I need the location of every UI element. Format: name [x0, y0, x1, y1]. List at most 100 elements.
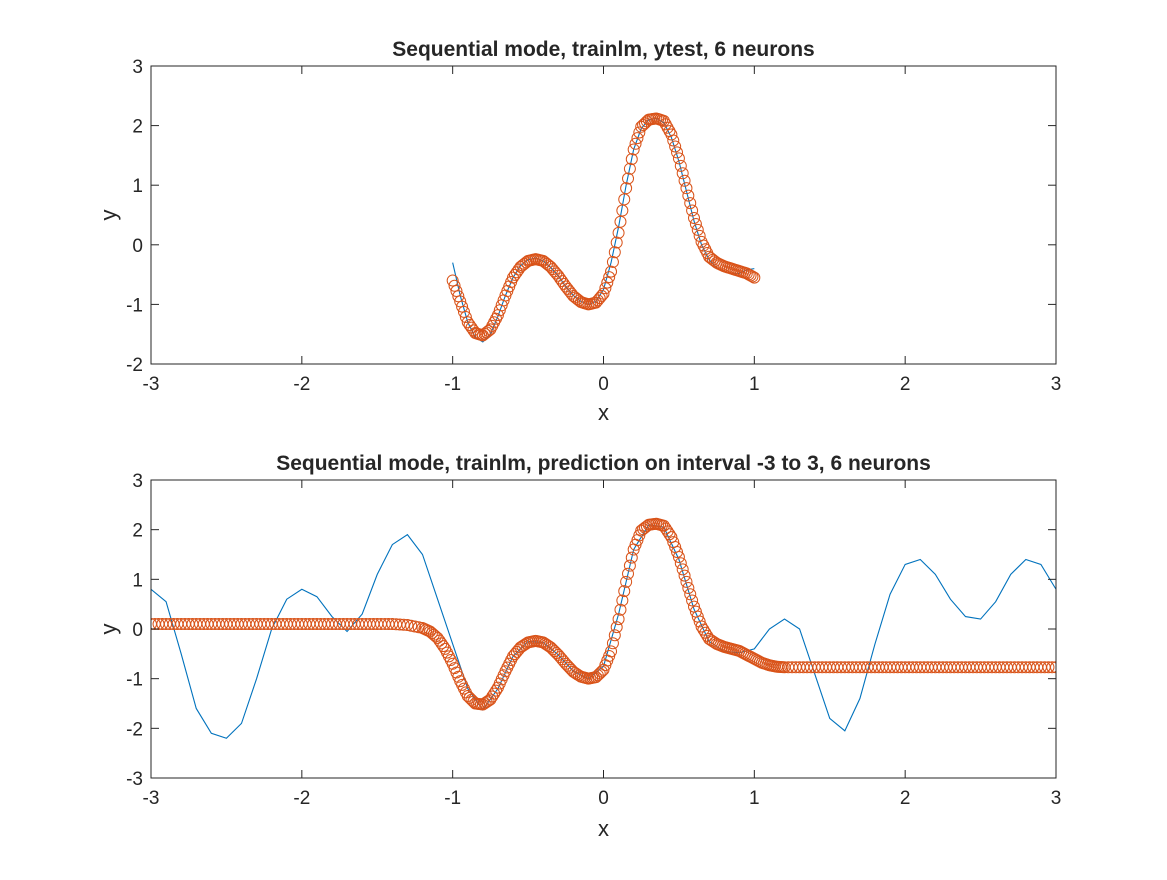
top-prediction-point [633, 126, 646, 139]
bottom-prediction-point [1046, 661, 1056, 674]
bottom-target-curve [151, 524, 1056, 739]
bottom-ytick-label: -2 [126, 719, 143, 740]
bottom-prediction-point [625, 551, 638, 564]
bottom-prediction-point [620, 575, 633, 588]
bottom-prediction-point [397, 618, 410, 631]
top-axes-box [150, 65, 1057, 365]
bottom-prediction-point [672, 550, 685, 563]
bottom-prediction-point [612, 613, 625, 626]
bottom-prediction-point [595, 665, 608, 678]
bottom-prediction-point [616, 594, 629, 607]
top-prediction-point [667, 134, 680, 147]
top-xtick-label: -3 [143, 374, 160, 395]
top-prediction-point [605, 265, 618, 278]
top-prediction-point [669, 140, 682, 153]
bottom-xtick-label: 3 [1051, 788, 1062, 809]
bottom-prediction-point [606, 637, 619, 650]
bottom-xtick-label: 2 [900, 788, 911, 809]
top-prediction-point [627, 143, 640, 156]
bottom-prediction-point [408, 620, 421, 633]
top-prediction-point [622, 172, 635, 185]
top-xtick-label: 3 [1051, 374, 1062, 395]
bottom-prediction-point [623, 559, 636, 572]
bottom-prediction-point [605, 645, 618, 658]
top-prediction-point [452, 290, 465, 303]
top-prediction-point [686, 204, 699, 217]
bottom-axes-title: Sequential mode, trainlm, prediction on … [276, 452, 931, 475]
bottom-ytick-label: 2 [132, 521, 143, 542]
top-prediction-point [625, 153, 638, 166]
top-prediction-point [678, 174, 691, 187]
top-ytick-label: 1 [132, 176, 143, 197]
top-xtick-label: -2 [293, 374, 310, 395]
bottom-prediction-point [1050, 661, 1056, 674]
bottom-prediction-point [486, 690, 499, 703]
top-prediction-point [684, 197, 697, 210]
bottom-prediction-point [484, 693, 497, 706]
top-ytick-label: -2 [126, 355, 143, 376]
top-prediction-point [688, 211, 700, 224]
top-prediction-point [689, 217, 702, 230]
bottom-xtick-label: -1 [444, 788, 461, 809]
top-prediction-point [601, 276, 614, 289]
bottom-prediction-point [680, 575, 693, 588]
bottom-prediction-point [401, 619, 414, 632]
bottom-prediction-point [490, 684, 503, 697]
top-prediction-point [620, 182, 633, 195]
bottom-prediction-point [682, 582, 695, 595]
top-prediction-point [456, 300, 469, 313]
bottom-prediction-point [671, 546, 684, 559]
top-ytick-label: -1 [126, 295, 143, 316]
bottom-xtick-label: -2 [293, 788, 310, 809]
top-prediction-point [597, 287, 610, 300]
bottom-prediction-point [706, 635, 719, 648]
top-ytick-label: 3 [132, 57, 143, 78]
bottom-axes-xlabel: x [598, 816, 609, 841]
bottom-prediction-point [405, 619, 418, 632]
bottom-prediction-point [663, 528, 676, 541]
top-prediction-point [659, 118, 672, 131]
top-prediction-point [746, 270, 759, 283]
bottom-axes: Sequential mode, trainlm, prediction on … [96, 452, 1062, 841]
bottom-prediction-point [693, 615, 706, 628]
top-prediction-point [599, 282, 612, 295]
top-prediction-point [593, 292, 606, 305]
bottom-ytick-label: 3 [132, 471, 143, 492]
bottom-prediction-point [684, 588, 697, 601]
bottom-ytick-label: -3 [126, 769, 143, 790]
bottom-prediction-point [697, 623, 710, 636]
top-prediction-point [691, 223, 704, 236]
top-prediction-point [459, 311, 472, 324]
top-prediction-point [680, 182, 693, 195]
top-xtick-label: 2 [900, 374, 911, 395]
top-prediction-point [606, 255, 619, 268]
top-ytick-label: 2 [132, 117, 143, 138]
top-prediction-point [674, 159, 687, 172]
bottom-prediction-point [618, 585, 631, 598]
top-prediction-point [603, 271, 616, 284]
top-target-curve [452, 117, 755, 343]
bottom-prediction-point [676, 563, 689, 576]
bottom-prediction-point [614, 603, 627, 616]
top-axes-title: Sequential mode, trainlm, ytest, 6 neuro… [392, 38, 814, 61]
top-xtick-label: 1 [749, 374, 760, 395]
top-ytick-label: 0 [132, 236, 143, 257]
bottom-prediction-point [608, 629, 621, 642]
bottom-ytick-label: 1 [132, 570, 143, 591]
bottom-axes-box [150, 479, 1057, 779]
bottom-xtick-label: 1 [749, 788, 760, 809]
top-prediction-point [676, 167, 689, 180]
top-xtick-label: 0 [598, 374, 609, 395]
top-prediction-point [748, 271, 761, 284]
top-prediction-point [446, 274, 459, 287]
top-prediction-point [457, 305, 470, 318]
top-prediction-point [595, 289, 608, 302]
bottom-prediction-point [610, 621, 623, 634]
top-prediction-markers [446, 112, 761, 342]
bottom-plot-area [151, 517, 1056, 739]
bottom-prediction-point [437, 640, 450, 653]
top-prediction-point [448, 279, 461, 292]
top-prediction-point [450, 284, 463, 297]
top-prediction-point [708, 255, 721, 268]
